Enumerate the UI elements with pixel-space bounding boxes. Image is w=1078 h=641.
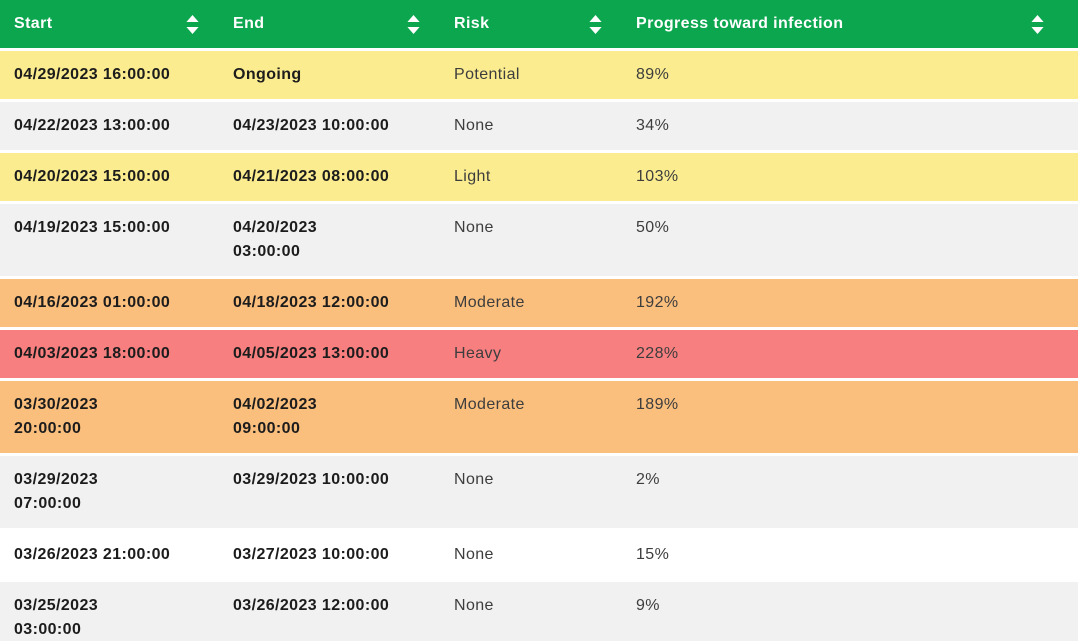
table-row: 04/22/2023 13:00:00 04/23/2023 10:00:00 … <box>0 102 1078 153</box>
cell-progress: 192% <box>636 294 679 311</box>
cell-risk: None <box>454 219 494 236</box>
cell-progress: 89% <box>636 66 670 83</box>
table-row: 03/25/2023 03:00:00 03/26/2023 12:00:00 … <box>0 582 1078 641</box>
header-row: Start End Risk Progress toward infection <box>0 0 1078 51</box>
cell-end: Ongoing <box>233 66 302 83</box>
cell-end: 04/05/2023 13:00:00 <box>233 345 390 362</box>
cell-progress: 50% <box>636 219 670 236</box>
cell-end: 04/02/2023 09:00:00 <box>233 396 318 437</box>
sort-icon[interactable] <box>186 14 199 34</box>
cell-end: 04/18/2023 12:00:00 <box>233 294 390 311</box>
table-row: 04/16/2023 01:00:00 04/18/2023 12:00:00 … <box>0 279 1078 330</box>
cell-risk: Potential <box>454 66 520 83</box>
cell-start: 04/22/2023 13:00:00 <box>14 117 171 134</box>
cell-start: 03/29/2023 07:00:00 <box>14 471 99 512</box>
column-header-label: Risk <box>454 15 490 32</box>
cell-start: 03/30/2023 20:00:00 <box>14 396 99 437</box>
column-header-label: Progress toward infection <box>636 15 844 32</box>
table-row: 03/26/2023 21:00:00 03/27/2023 10:00:00 … <box>0 531 1078 582</box>
cell-end: 03/26/2023 12:00:00 <box>233 597 390 614</box>
table-row: 03/30/2023 20:00:00 04/02/2023 09:00:00 … <box>0 381 1078 456</box>
cell-end: 03/27/2023 10:00:00 <box>233 546 390 563</box>
cell-risk: None <box>454 471 494 488</box>
cell-risk: None <box>454 546 494 563</box>
cell-progress: 9% <box>636 597 660 614</box>
cell-start: 04/20/2023 15:00:00 <box>14 168 171 185</box>
cell-progress: 189% <box>636 396 679 413</box>
column-header-end[interactable]: End <box>219 0 440 48</box>
column-header-label: End <box>233 15 265 32</box>
cell-start: 03/26/2023 21:00:00 <box>14 546 171 563</box>
cell-risk: Heavy <box>454 345 502 362</box>
cell-progress: 2% <box>636 471 660 488</box>
cell-risk: None <box>454 117 494 134</box>
cell-risk: Light <box>454 168 491 185</box>
table-row: 04/03/2023 18:00:00 04/05/2023 13:00:00 … <box>0 330 1078 381</box>
cell-progress: 34% <box>636 117 670 134</box>
cell-risk: None <box>454 597 494 614</box>
cell-progress: 103% <box>636 168 679 185</box>
cell-progress: 15% <box>636 546 670 563</box>
column-header-label: Start <box>14 15 53 32</box>
table-row: 04/29/2023 16:00:00 Ongoing Potential 89… <box>0 51 1078 102</box>
sort-icon[interactable] <box>1031 14 1044 34</box>
column-header-progress[interactable]: Progress toward infection <box>622 0 1078 48</box>
sort-icon[interactable] <box>407 14 420 34</box>
cell-risk: Moderate <box>454 294 525 311</box>
cell-risk: Moderate <box>454 396 525 413</box>
column-header-start[interactable]: Start <box>0 0 219 48</box>
cell-start: 03/25/2023 03:00:00 <box>14 597 99 638</box>
table-header: Start End Risk Progress toward infection <box>0 0 1078 51</box>
table-row: 03/29/2023 07:00:00 03/29/2023 10:00:00 … <box>0 456 1078 531</box>
cell-start: 04/19/2023 15:00:00 <box>14 219 171 236</box>
cell-end: 04/21/2023 08:00:00 <box>233 168 390 185</box>
cell-start: 04/03/2023 18:00:00 <box>14 345 171 362</box>
column-header-risk[interactable]: Risk <box>440 0 622 48</box>
cell-progress: 228% <box>636 345 679 362</box>
cell-end: 03/29/2023 10:00:00 <box>233 471 390 488</box>
table-body: 04/29/2023 16:00:00 Ongoing Potential 89… <box>0 51 1078 641</box>
table-row: 04/20/2023 15:00:00 04/21/2023 08:00:00 … <box>0 153 1078 204</box>
cell-end: 04/20/2023 03:00:00 <box>233 219 318 260</box>
cell-start: 04/29/2023 16:00:00 <box>14 66 171 83</box>
sort-icon[interactable] <box>589 14 602 34</box>
cell-start: 04/16/2023 01:00:00 <box>14 294 171 311</box>
cell-end: 04/23/2023 10:00:00 <box>233 117 390 134</box>
table-row: 04/19/2023 15:00:00 04/20/2023 03:00:00 … <box>0 204 1078 279</box>
